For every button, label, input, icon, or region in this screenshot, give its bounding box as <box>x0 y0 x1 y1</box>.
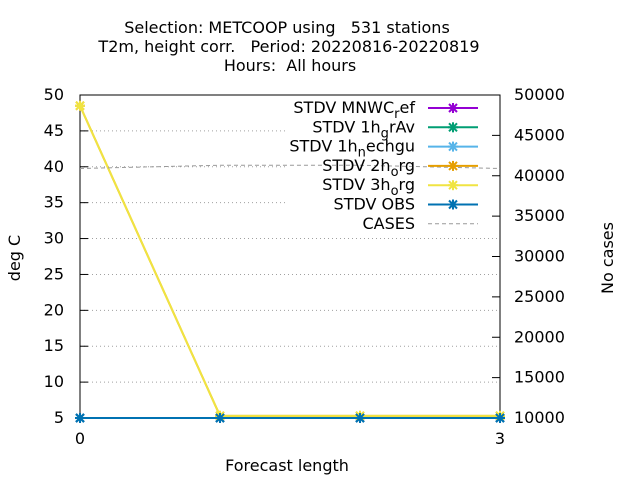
legend-label-rest: rg <box>399 156 415 175</box>
y-axis-ticks: 5 10 15 20 25 30 35 40 45 50 <box>44 85 88 427</box>
legend-entry: STDV OBS <box>334 195 478 214</box>
y2-tick-label: 45000 <box>514 125 565 144</box>
chart-title: Selection: METCOOP using 531 stations T2… <box>97 18 479 75</box>
y2-tick-label: 40000 <box>514 166 565 185</box>
series-5-point <box>495 413 505 423</box>
series-5-point <box>215 413 225 423</box>
legend-entry: STDV 3horg <box>322 175 478 199</box>
legend-entry: CASES <box>362 214 478 233</box>
y2-axis-ticks: 10000 15000 20000 25000 30000 35000 40000 45000… <box>492 85 565 427</box>
legend-label: STDV 1hgrAv <box>312 117 415 141</box>
legend-label: STDV 2horg <box>322 156 415 180</box>
legend-label: CASES <box>362 214 415 233</box>
series-4-line <box>79 105 500 417</box>
y2-tick-label: 10000 <box>514 408 565 427</box>
y-tick-label: 20 <box>44 300 64 319</box>
legend-label-main: STDV 1h <box>289 137 357 156</box>
y-tick-label: 35 <box>44 193 64 212</box>
y-axis-label: deg C <box>5 235 24 281</box>
y2-tick-label: 50000 <box>514 85 565 104</box>
y-tick-label: 10 <box>44 372 64 391</box>
legend-label: STDV MNWCref <box>293 98 415 122</box>
title-line-2: T2m, height corr. Period: 20220816-20220… <box>97 37 479 56</box>
y2-tick-label: 20000 <box>514 327 565 346</box>
legend-marker <box>448 141 458 152</box>
legend-label-main: STDV 1h <box>312 117 380 136</box>
legend-marker <box>448 103 458 113</box>
series-5-point <box>355 413 365 423</box>
legend-label-sub: g <box>381 126 389 141</box>
y-tick-label: 30 <box>44 229 64 248</box>
series-4-point <box>75 100 85 111</box>
legend-label-main: STDV 3h <box>322 175 390 194</box>
y-tick-label: 45 <box>44 121 64 140</box>
legend-label-rest: ef <box>400 98 416 117</box>
series-5-point <box>75 413 85 423</box>
legend-label-sub: r <box>394 107 400 122</box>
legend-label-sub: o <box>391 184 399 199</box>
x-tick-label: 3 <box>495 429 505 448</box>
y-tick-label: 40 <box>44 157 64 176</box>
grid-lines <box>80 130 500 383</box>
legend-label-rest: rAv <box>389 117 415 136</box>
x-tick-label: 0 <box>75 429 85 448</box>
legend-marker <box>448 160 458 171</box>
title-line-3: Hours: All hours <box>224 56 356 75</box>
y-tick-label: 5 <box>54 408 64 427</box>
legend-label-main: STDV MNWC <box>293 98 394 117</box>
legend-label-rest: rg <box>399 175 415 194</box>
legend-entry: STDV 1hnechgu <box>289 137 478 161</box>
legend-label-main: STDV 2h <box>322 156 390 175</box>
legend-label-sub: n <box>358 146 366 161</box>
legend-label-sub: o <box>391 165 399 180</box>
data-series <box>75 100 505 423</box>
legend-entry: STDV 1hgrAv <box>312 117 478 141</box>
legend-marker <box>448 199 458 210</box>
y-tick-label: 50 <box>44 85 64 104</box>
x-axis-label: Forecast length <box>225 456 349 475</box>
y2-axis-label: No cases <box>598 222 617 294</box>
title-line-1: Selection: METCOOP using 531 stations <box>124 18 450 37</box>
legend-label: STDV OBS <box>334 195 415 214</box>
y2-tick-label: 30000 <box>514 247 565 266</box>
legend-marker <box>448 122 458 133</box>
legend-label: STDV 1hnechgu <box>289 137 415 161</box>
legend-label-main: CASES <box>362 214 415 233</box>
y2-tick-label: 25000 <box>514 287 565 306</box>
legend-label-rest: echgu <box>366 137 415 156</box>
y-tick-label: 25 <box>44 264 64 283</box>
y2-tick-label: 15000 <box>514 368 565 387</box>
legend-entry: STDV MNWCref <box>293 98 478 122</box>
legend-label: STDV 3horg <box>322 175 415 199</box>
legend-entry: STDV 2horg <box>322 156 478 180</box>
legend-label-main: STDV OBS <box>334 195 415 214</box>
y2-tick-label: 35000 <box>514 206 565 225</box>
y-tick-label: 15 <box>44 336 64 355</box>
legend-marker <box>448 180 458 191</box>
